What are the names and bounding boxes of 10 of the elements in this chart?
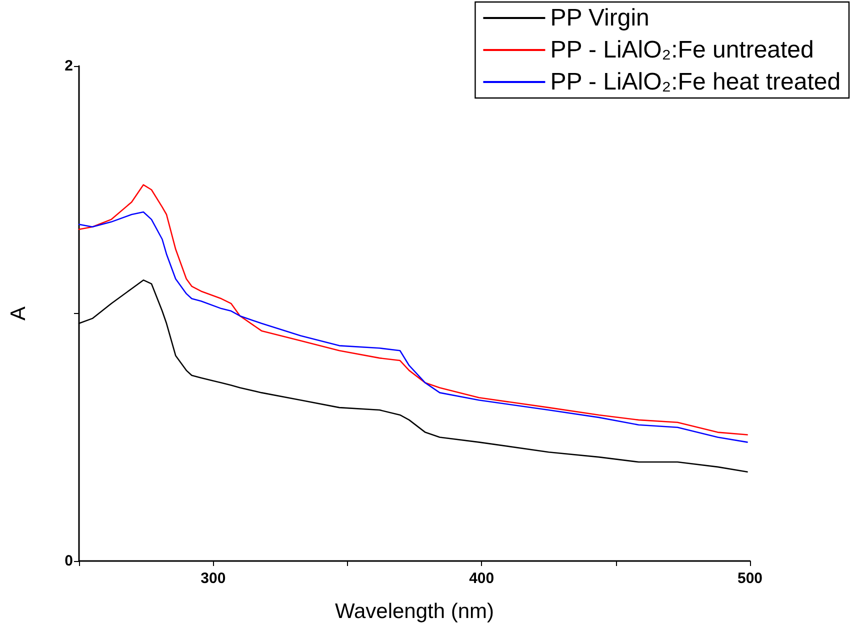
y-tick-label: 0	[64, 552, 73, 570]
x-tick-label: 500	[737, 570, 763, 587]
x-tick-label: 400	[469, 570, 494, 587]
legend-label: PP - LiAlO₂:Fe untreated	[550, 36, 814, 64]
y-axis-title: A	[7, 306, 30, 321]
legend-label: PP Virgin	[550, 4, 650, 32]
legend-label: PP - LiAlO₂:Fe heat treated	[550, 68, 841, 96]
x-axis-title: Wavelength (nm)	[334, 600, 494, 623]
y-tick-label: 2	[64, 58, 73, 74]
x-tick-label: 300	[200, 570, 226, 587]
